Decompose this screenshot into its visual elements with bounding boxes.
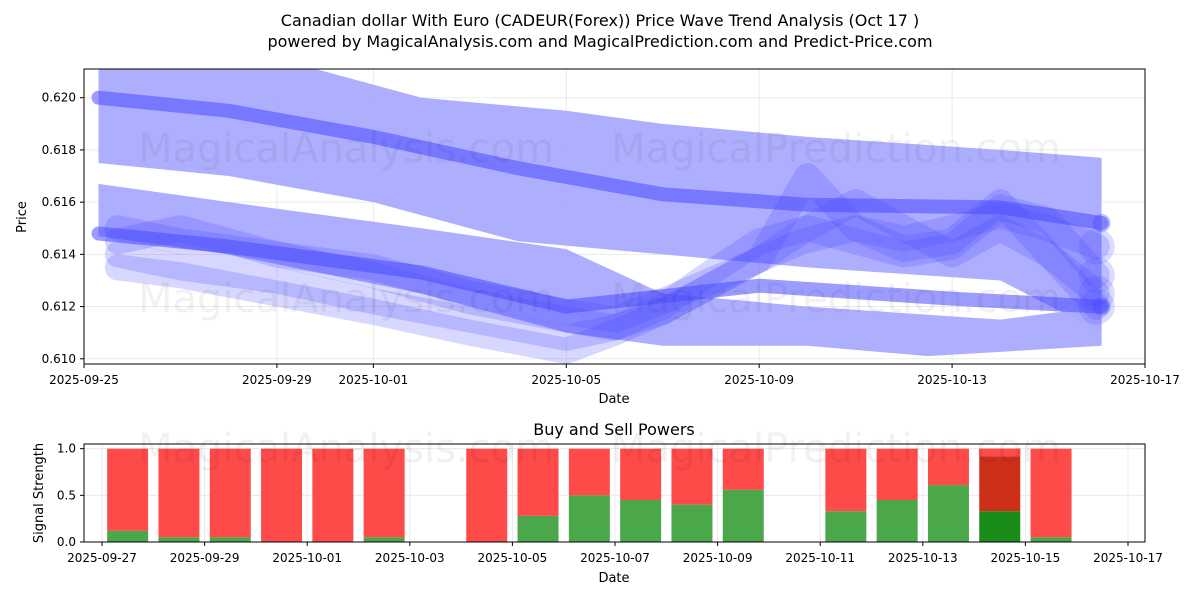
sell-bar-2025-10-04 <box>466 448 508 542</box>
lower-band <box>98 183 1102 357</box>
buy-bar-2025-09-28 <box>158 537 200 542</box>
signal-x-tick-label: 2025-10-03 <box>375 551 445 565</box>
signal-y-tick-label: 0.5 <box>57 488 76 502</box>
signal-watermarks: MagicalAnalysis.com MagicalPrediction.co… <box>138 426 1061 472</box>
sell-bar-2025-09-28 <box>158 448 200 538</box>
signal-y-tick-label: 1.0 <box>57 442 76 456</box>
signal-chart: Buy and Sell Powers MagicalAnalysis.com … <box>32 420 1163 586</box>
sell-bar-2025-10-08 <box>671 448 713 505</box>
price-chart: MagicalAnalysis.com MagicalPrediction.co… <box>15 68 1180 407</box>
price-plot-area <box>91 69 1115 364</box>
price-y-tick-label: 0.610 <box>42 352 76 366</box>
price-y-tick-label: 0.618 <box>42 143 76 157</box>
signal-axis-ticks: 2025-09-27 2025-09-29 2025-10-01 2025-10-03… <box>57 442 1163 565</box>
watermark-mid-right: MagicalPrediction.com <box>611 276 1061 322</box>
buy-bar-2025-10-14 <box>979 511 1021 542</box>
buy-bar-2025-10-02 <box>363 537 405 542</box>
price-x-tick-label: 2025-10-13 <box>917 373 987 387</box>
watermark-mid-left: MagicalAnalysis.com <box>138 276 554 322</box>
price-x-tick-label: 2025-10-17 <box>1110 373 1180 387</box>
watermark-bottom-left: MagicalAnalysis.com <box>138 426 554 472</box>
price-x-tick-label: 2025-09-29 <box>242 373 312 387</box>
signal-x-tick-label: 2025-10-11 <box>785 551 855 565</box>
signal-x-tick-label: 2025-10-15 <box>991 551 1061 565</box>
price-axes-frame <box>83 68 1146 365</box>
watermark-bottom-right: MagicalPrediction.com <box>611 426 1061 472</box>
signal-x-tick-label: 2025-09-27 <box>67 551 137 565</box>
sell-bar-2025-09-30 <box>261 448 303 542</box>
signal-bars <box>107 448 1072 542</box>
signal-y-tick-label: 0.0 <box>57 535 76 549</box>
price-y-axis-label: Price <box>15 201 30 233</box>
sell-bar-2025-10-06 <box>568 448 610 496</box>
sell-bar-2025-10-01 <box>312 448 354 542</box>
buy-bar-2025-10-05 <box>517 515 559 542</box>
lower-trend-wave-line <box>91 226 1109 314</box>
sell-bar-2025-10-13 <box>927 448 969 486</box>
signal-y-axis-label: Signal Strength <box>32 443 47 543</box>
buy-bar-2025-10-15 <box>1030 537 1072 542</box>
price-y-tick-label: 0.612 <box>42 300 76 314</box>
sell-bar-2025-10-02 <box>363 448 405 538</box>
buy-bar-2025-09-27 <box>107 530 149 542</box>
wave-2-line <box>104 194 1110 351</box>
signal-x-axis-label: Date <box>598 571 629 586</box>
sell-bar-2025-10-12 <box>876 448 918 500</box>
price-x-tick-label: 2025-09-25 <box>49 373 119 387</box>
signal-chart-title: Buy and Sell Powers <box>533 420 695 439</box>
price-x-tick-label: 2025-10-01 <box>338 373 408 387</box>
signal-x-tick-label: 2025-10-01 <box>272 551 342 565</box>
signal-x-tick-label: 2025-10-05 <box>478 551 548 565</box>
wave-3-end-cap <box>1078 288 1115 325</box>
price-y-tick-label: 0.614 <box>42 247 76 261</box>
watermark-top-left: MagicalAnalysis.com <box>138 126 554 172</box>
sell-bar-2025-10-14 <box>979 448 1021 512</box>
chart-title-line2: powered by MagicalAnalysis.com and Magic… <box>267 32 932 51</box>
signal-x-tick-label: 2025-10-09 <box>683 551 753 565</box>
sell-bar-2025-10-09 <box>722 448 764 490</box>
wave-4-end-cap <box>1078 275 1115 312</box>
signal-x-tick-label: 2025-10-07 <box>580 551 650 565</box>
signal-x-tick-label: 2025-09-29 <box>170 551 240 565</box>
buy-bar-2025-10-06 <box>568 495 610 542</box>
buy-bar-2025-10-11 <box>825 511 867 542</box>
wave-3-line <box>104 189 1110 364</box>
sell-bar-cap-2025-10-14 <box>979 448 1021 457</box>
price-y-tick-label: 0.616 <box>42 195 76 209</box>
buy-bar-2025-10-08 <box>671 504 713 542</box>
price-x-tick-label: 2025-10-05 <box>531 373 601 387</box>
watermark-top-right: MagicalPrediction.com <box>611 126 1061 172</box>
price-x-axis-label: Date <box>598 392 629 407</box>
trend-wave-end-cap <box>1092 214 1111 233</box>
wave-1-line <box>104 202 1110 341</box>
price-y-tick-label: 0.620 <box>42 91 76 105</box>
wave-1-end-cap <box>1078 228 1115 265</box>
sell-bar-2025-10-11 <box>825 448 867 512</box>
buy-bar-2025-09-29 <box>209 537 251 542</box>
buy-bar-2025-10-09 <box>722 489 764 542</box>
chart-title-line1: Canadian dollar With Euro (CADEUR(Forex)… <box>281 11 919 30</box>
sell-bar-2025-10-07 <box>620 448 662 500</box>
buy-bar-2025-10-12 <box>876 500 918 542</box>
sell-bar-2025-10-05 <box>517 448 559 516</box>
price-x-tick-label: 2025-10-09 <box>724 373 794 387</box>
sell-bar-2025-09-29 <box>209 448 251 538</box>
sell-bar-2025-10-15 <box>1030 448 1072 538</box>
sell-bar-2025-09-27 <box>107 448 149 531</box>
trend-wave-line <box>91 90 1109 230</box>
buy-bar-2025-10-07 <box>620 500 662 542</box>
price-axis-ticks: 2025-09-25 2025-09-29 2025-10-01 2025-10-05… <box>42 91 1180 387</box>
signal-x-tick-label: 2025-10-13 <box>888 551 958 565</box>
wave-2-end-cap <box>1078 257 1115 294</box>
price-watermarks: MagicalAnalysis.com MagicalPrediction.co… <box>138 126 1061 322</box>
lower-trend-wave-end-cap <box>1092 297 1111 316</box>
buy-bar-2025-10-13 <box>927 485 969 542</box>
wave-4-line <box>104 163 1110 333</box>
signal-x-tick-label: 2025-10-17 <box>1093 551 1163 565</box>
